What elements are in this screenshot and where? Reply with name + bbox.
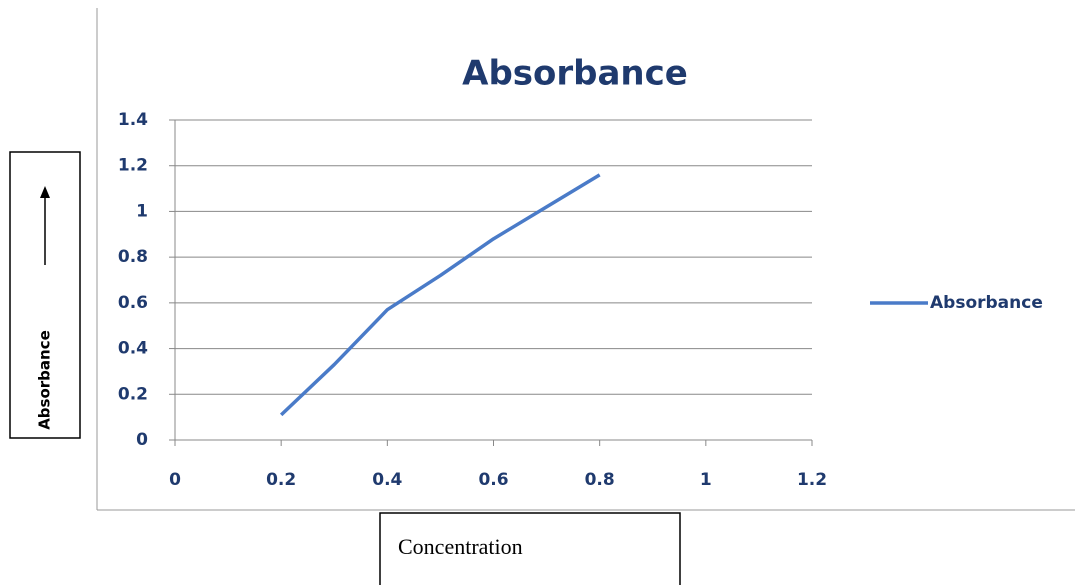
y-tick-label: 1 [136, 201, 148, 221]
x-tick-label: 0.4 [372, 470, 402, 490]
x-tick-label: 0.8 [585, 470, 615, 490]
x-axis-label: Concentration [398, 534, 523, 559]
y-tick-label: 0 [136, 430, 148, 450]
y-tick-label: 0.8 [118, 247, 148, 267]
x-tick-label: 0 [169, 470, 181, 490]
x-label-box [379, 512, 681, 585]
x-tick-label: 0.2 [266, 470, 296, 490]
legend-label: Absorbance [930, 293, 1043, 313]
y-tick-label: 0.2 [118, 384, 148, 404]
series-line [279, 173, 601, 417]
y-tick-label: 1.4 [118, 110, 148, 130]
y-axis-label: Absorbance [36, 330, 54, 430]
x-tick-label: 0.6 [478, 470, 508, 490]
x-tick-label: 1.2 [797, 470, 827, 490]
x-tick-label: 1 [700, 470, 712, 490]
y-tick-label: 0.4 [118, 339, 148, 359]
chart-title: Absorbance [462, 54, 688, 94]
y-tick-label: 0.6 [118, 293, 148, 313]
y-label-arrowhead [40, 186, 50, 198]
y-tick-label: 1.2 [118, 156, 148, 176]
